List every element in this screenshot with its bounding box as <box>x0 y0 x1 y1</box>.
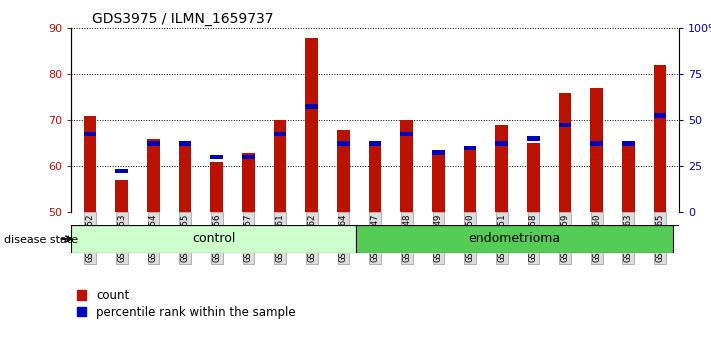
Bar <box>496 125 508 212</box>
Bar <box>178 141 191 146</box>
Text: disease state: disease state <box>4 235 77 245</box>
Bar <box>369 141 381 146</box>
Bar <box>622 141 635 146</box>
Bar <box>559 122 572 127</box>
Bar <box>337 130 350 212</box>
Bar <box>147 139 160 212</box>
Bar <box>306 104 318 109</box>
Bar <box>84 116 97 212</box>
Bar <box>178 143 191 212</box>
Text: control: control <box>192 233 235 245</box>
Bar <box>400 120 413 212</box>
Bar <box>115 180 128 212</box>
Bar <box>653 113 666 118</box>
Bar <box>210 155 223 159</box>
Bar <box>432 153 444 212</box>
Bar <box>590 141 603 146</box>
Bar <box>559 93 572 212</box>
Text: endometrioma: endometrioma <box>469 233 560 245</box>
Bar <box>242 155 255 159</box>
Bar <box>622 143 635 212</box>
Bar <box>527 136 540 141</box>
Bar <box>653 65 666 212</box>
Bar <box>147 141 160 146</box>
Bar <box>527 143 540 212</box>
Bar <box>337 141 350 146</box>
Bar <box>590 88 603 212</box>
Legend: count, percentile rank within the sample: count, percentile rank within the sample <box>77 289 296 319</box>
Bar <box>274 120 287 212</box>
Bar <box>115 169 128 173</box>
Bar <box>400 132 413 136</box>
Bar <box>356 225 673 253</box>
Bar <box>432 150 444 155</box>
Bar <box>496 141 508 146</box>
Text: GDS3975 / ILMN_1659737: GDS3975 / ILMN_1659737 <box>92 12 274 27</box>
Bar <box>464 145 476 150</box>
Bar <box>464 148 476 212</box>
Bar <box>210 162 223 212</box>
Bar <box>84 132 97 136</box>
Bar <box>274 132 287 136</box>
Bar <box>242 153 255 212</box>
Bar <box>71 225 356 253</box>
Bar <box>306 38 318 212</box>
Bar <box>369 143 381 212</box>
